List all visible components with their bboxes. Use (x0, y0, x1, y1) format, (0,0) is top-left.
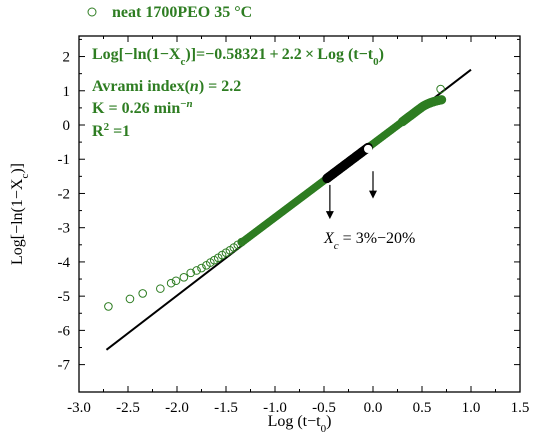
data-point (186, 268, 196, 278)
data-point (171, 276, 181, 286)
y-tick-label: -1 (58, 152, 71, 168)
data-point (156, 284, 165, 293)
x-tick-label: -0.5 (312, 400, 336, 416)
axes-layer: -3.0 -2.5 -2.0 -1.5 -1.0 -0.5 0.0 0.5 1.0 1.5 -7 -6… (58, 35, 530, 416)
data-point (138, 289, 147, 298)
arrow-head (325, 211, 334, 220)
y-tick-label: -4 (58, 255, 71, 271)
avrami-n: n (190, 78, 199, 95)
equation-sub-0: 0 (373, 56, 379, 68)
r-squared-text: R2 =1 (92, 121, 130, 140)
x-tick-label: 0.0 (364, 400, 383, 416)
x-tick-label: -2.0 (165, 400, 189, 416)
data-point (197, 263, 206, 273)
k-sup-n: n (187, 98, 193, 110)
y-tick-label: 1 (63, 84, 71, 100)
x-tick-label: -1.5 (214, 400, 238, 416)
data-point (436, 95, 447, 105)
y-axis-title-sub: c (19, 174, 31, 179)
equation-close: ) (379, 46, 384, 63)
y-tick-label: -6 (58, 323, 71, 339)
boundary-point (364, 144, 373, 154)
x-tick-label: 1.0 (462, 400, 481, 416)
equation-part-1: Log[−ln(1−X (92, 46, 181, 63)
data-point (192, 266, 201, 275)
plot-layer (104, 68, 472, 351)
xc-rest: = 3%−20% (339, 230, 416, 247)
data-point (179, 273, 189, 282)
xc-range-label: Xc = 3%−20% (323, 230, 415, 252)
y-tick-label: 0 (63, 118, 71, 134)
y-tick-label: -7 (58, 358, 71, 374)
y-axis-title: Log[−ln(1−Xc)] (9, 163, 31, 265)
xc-sub: c (334, 240, 339, 252)
r2-rest: =1 (109, 123, 130, 140)
y-tick-label: -2 (58, 186, 71, 202)
equation-sub-c: c (180, 56, 185, 68)
x-tick-label: -1.0 (263, 400, 287, 416)
x-axis-title-sub: 0 (321, 423, 327, 435)
avrami-part-2: ) = 2.2 (199, 78, 241, 95)
x-tick-label: 0.5 (413, 400, 432, 416)
xc-x: X (323, 230, 335, 247)
k-value-text: K = 0.26 min−n (92, 98, 193, 117)
y-tick-label: 2 (63, 50, 71, 66)
text-layer: Log (t−t0)Log[−ln(1−Xc)]neat 1700PEO 35 … (9, 4, 415, 435)
k-main: K = 0.26 min (92, 100, 180, 117)
x-axis-title: Log (t−t0) (268, 413, 332, 435)
k-sup-minus: − (180, 98, 186, 110)
arrow-head (369, 190, 377, 199)
y-tick-label: -3 (58, 221, 71, 237)
data-point (125, 294, 135, 304)
equation-text: Log[−ln(1−Xc)]=−0.58321 + 2.2 × Log (t−t… (92, 46, 384, 68)
x-tick-label: 1.5 (511, 400, 530, 416)
x-tick-label: -2.5 (116, 400, 140, 416)
equation-part-2: )]=−0.58321 + 2.2 × Log (t−t (185, 46, 373, 63)
data-point (104, 302, 113, 311)
y-axis-title-main: Log[−ln(1−X (9, 178, 26, 265)
x-axis-title-close: ) (326, 413, 331, 430)
y-axis-title-close: )] (9, 163, 26, 174)
legend-marker (87, 7, 97, 17)
r2-sup: 2 (104, 121, 110, 133)
legend-label: neat 1700PEO 35 °C (112, 4, 252, 21)
y-tick-label: -5 (58, 289, 71, 305)
x-axis-title-main: Log (t−t (268, 413, 322, 430)
avrami-part-1: Avrami index( (92, 78, 190, 95)
x-tick-label: -3.0 (67, 400, 91, 416)
data-point (436, 84, 445, 94)
data-point (166, 278, 176, 288)
avrami-index-text: Avrami index(n) = 2.2 (92, 78, 241, 95)
r2-main: R (92, 123, 104, 140)
